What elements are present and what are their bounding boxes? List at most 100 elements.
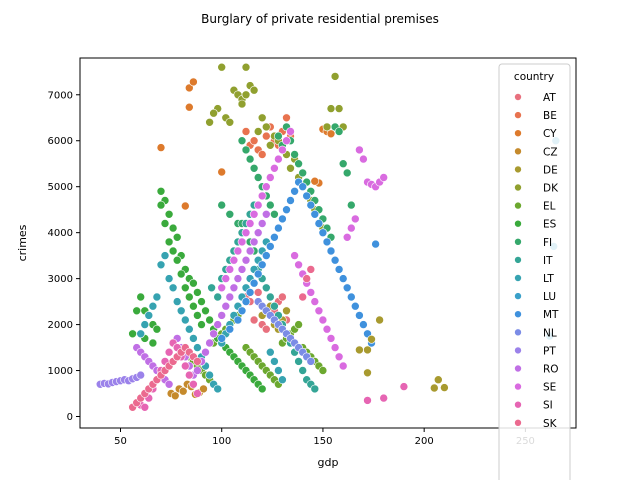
legend-marker [514,111,522,119]
data-point [172,233,182,242]
data-point [286,127,295,136]
legend-label: RO [543,364,559,376]
legend-item-sk: SK [514,418,558,430]
data-point [346,292,356,302]
data-point [294,260,303,270]
data-point [265,173,275,182]
data-point [225,292,235,302]
data-point [282,136,291,145]
data-point [140,402,150,412]
data-point [207,283,216,293]
legend-label: BE [543,110,557,122]
legend-marker [514,310,522,319]
data-point [156,260,166,270]
legend-marker [514,93,522,101]
data-point [170,391,180,401]
data-point [193,343,202,352]
data-point [237,237,247,247]
data-point [168,246,178,256]
legend-marker [514,364,522,373]
legend-marker [514,238,522,246]
data-point [217,334,226,343]
data-point [160,251,170,260]
data-point [185,370,194,380]
data-point [128,329,137,339]
data-point [233,246,243,256]
data-point [330,255,340,265]
data-point [310,297,320,306]
data-point [237,99,247,109]
data-point [249,237,259,247]
legend-marker [514,382,522,391]
y-axis-label: crimes [16,224,29,261]
data-point [298,168,308,178]
legend-label: DK [543,183,559,195]
legend-label: FI [543,237,552,249]
data-points [95,62,561,412]
data-point [298,366,308,375]
data-point [237,306,247,316]
y-tick-label: 5000 [48,182,73,193]
data-point [261,251,271,260]
data-point [245,154,255,164]
data-point [148,301,158,311]
legend-item-ro: RO [514,364,559,376]
data-point [338,361,348,371]
data-point [193,389,202,398]
data-point [189,301,198,311]
data-point [257,150,267,159]
y-tick-label: 0 [67,412,73,423]
data-point [148,338,158,348]
data-point [201,347,210,357]
data-point [156,187,166,196]
data-point [286,196,295,205]
data-point [185,102,194,112]
data-point [249,164,259,173]
data-point [334,352,344,362]
data-point [282,113,291,123]
data-point [318,315,328,325]
data-point [274,223,283,233]
data-point [197,320,206,329]
data-point [241,62,251,72]
data-point [265,347,275,357]
data-point [156,143,166,152]
data-point [205,118,214,127]
data-point [249,210,259,219]
data-point [278,145,287,155]
legend-item-el: EL [514,201,556,213]
x-axis: 50100150200250 [114,428,535,447]
legend-item-at: AT [514,92,556,104]
data-point [217,283,226,293]
data-point [221,274,231,283]
data-point [225,118,235,127]
data-point [379,173,389,182]
data-point [253,269,263,279]
data-point [334,127,344,136]
data-point [164,210,174,219]
legend: country AT BE CY CZ DE DK EL ES FI IT LT LU MT NL PT RO… [498,63,571,480]
data-point [189,278,198,288]
legend-item-mt: MT [514,309,559,321]
data-point [181,361,190,371]
data-point [270,233,279,242]
data-point [274,154,283,164]
data-point [241,145,251,155]
data-point [326,246,336,256]
data-point [342,283,352,293]
data-point [245,246,255,256]
data-point [338,274,348,283]
data-point [176,269,186,279]
data-point [249,278,259,288]
legend-marker [514,274,522,282]
data-point [399,382,409,391]
data-point [172,297,182,306]
legend-marker [514,219,522,228]
data-point [429,383,439,393]
data-point [185,324,194,334]
data-point [274,131,283,141]
data-point [201,306,210,316]
data-point [342,233,352,242]
data-point [261,283,271,293]
data-point [140,320,150,329]
